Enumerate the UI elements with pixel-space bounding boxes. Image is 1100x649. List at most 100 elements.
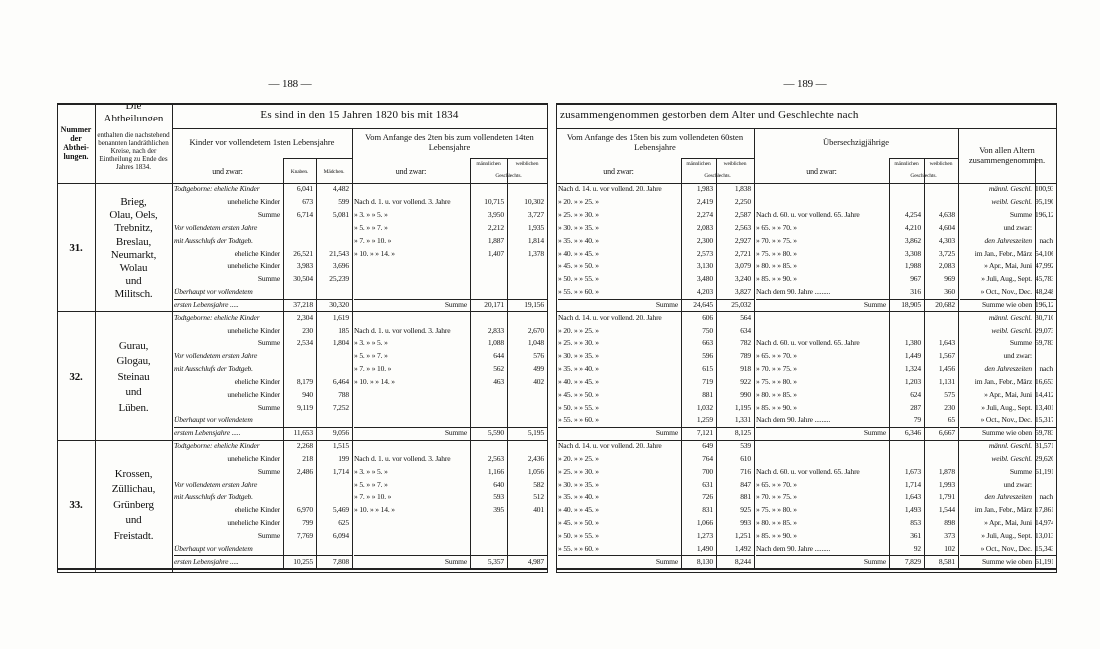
- cell-value: 764: [702, 453, 713, 463]
- rule: [354, 426, 547, 428]
- cell-value: 185: [338, 325, 349, 335]
- cell-value: 7,829: [904, 556, 921, 566]
- row-label: und zwar:: [1003, 351, 1032, 361]
- cell-value: 401: [533, 505, 544, 515]
- district: Olau, Oels,: [109, 209, 158, 222]
- cell-value: 853: [910, 518, 921, 528]
- rule: [958, 128, 959, 568]
- row-label: » 30. » » 35. »: [558, 479, 599, 489]
- cell-value: 2,833: [487, 325, 504, 335]
- rule: [756, 298, 958, 300]
- cell-value: 13,013: [1035, 530, 1053, 540]
- row-label: eheliche Kinder: [234, 248, 280, 258]
- cell-value: 26,521: [293, 248, 313, 258]
- row-label: » 65. » » 70. »: [756, 479, 797, 489]
- row-label: » 5. » » 7. »: [354, 479, 388, 489]
- cell-value: 1,166: [487, 466, 504, 476]
- row-label: weibl. Geschl.: [991, 325, 1032, 335]
- column-subheader: männlichen: [686, 161, 711, 167]
- cell-value: 218: [302, 453, 313, 463]
- cell-value: 918: [740, 364, 751, 374]
- row-label: im Jan., Febr., März: [974, 376, 1032, 386]
- row-label: Summe: [444, 428, 467, 438]
- rule: [556, 103, 557, 573]
- column-header: Übersechzigjährige: [822, 137, 890, 148]
- cell-value: 54,106: [1035, 248, 1053, 258]
- rule: [889, 158, 890, 568]
- cell-value: 92: [913, 543, 921, 553]
- cell-value: 1,983: [696, 184, 713, 194]
- cell-value: 663: [702, 338, 713, 348]
- cell-value: 564: [740, 312, 751, 322]
- rule: [174, 298, 352, 300]
- row-label: » 20. » » 25. »: [558, 325, 599, 335]
- row-label: Summe: [257, 338, 280, 348]
- rule: [352, 128, 353, 568]
- cell-value: 25,239: [329, 274, 349, 284]
- row-label: » 5. » » 7. »: [354, 351, 388, 361]
- cell-value: 8,125: [734, 428, 751, 438]
- district: Trebnitz,: [114, 222, 153, 235]
- row-label: » 55. » » 60. »: [558, 415, 599, 425]
- row-label: » 3. » » 5. »: [354, 338, 388, 348]
- cell-value: 599: [338, 197, 349, 207]
- cell-value: 230: [944, 402, 955, 412]
- cell-value: 59,783: [1035, 428, 1053, 438]
- cell-value: 4,482: [332, 184, 349, 194]
- row-label: » 40. » » 45. »: [558, 248, 599, 258]
- row-label: Summe: [863, 299, 886, 309]
- cell-value: 3,130: [696, 261, 713, 271]
- cell-value: nach: [1039, 235, 1053, 245]
- row-label: Summe wie oben: [982, 299, 1032, 309]
- cell-value: 8,581: [938, 556, 955, 566]
- cell-value: 45,783: [1035, 274, 1053, 284]
- rule: [960, 555, 1056, 556]
- cell-value: 700: [702, 466, 713, 476]
- cell-value: 789: [740, 351, 751, 361]
- cell-value: 1,131: [938, 376, 955, 386]
- row-label: Summe: [444, 556, 467, 566]
- district: Militsch.: [114, 288, 153, 301]
- cell-value: 29,620: [1035, 453, 1053, 463]
- row-label: » 80. » » 85. »: [756, 389, 797, 399]
- cell-value: 30,504: [293, 274, 313, 284]
- cell-value: 1,988: [904, 261, 921, 271]
- cell-value: 1,490: [696, 543, 713, 553]
- cell-value: 21,543: [329, 248, 349, 258]
- column-subheader: Geschlechts.: [495, 173, 522, 179]
- district: Breslau,: [115, 235, 152, 248]
- cell-value: 2,083: [938, 261, 955, 271]
- cell-value: 196,129: [1035, 299, 1053, 309]
- row-label: uneheliche Kinder: [227, 197, 280, 207]
- rule: [1056, 103, 1057, 573]
- cell-value: 782: [740, 338, 751, 348]
- cell-value: 1,259: [696, 415, 713, 425]
- cell-value: 61,191: [1035, 556, 1053, 566]
- row-label: Überhaupt vor vollendetem: [174, 415, 253, 425]
- cell-value: 847: [740, 479, 751, 489]
- table-title: Es sind in den 15 Jahren 1820 bis mit 18…: [260, 109, 459, 122]
- cell-value: 925: [740, 505, 751, 515]
- cell-value: 2,534: [296, 338, 313, 348]
- row-label: » Oct., Nov., Dec.: [980, 415, 1032, 425]
- row-label: Nach d. 1. u. vor vollend. 3. Jahre: [354, 197, 451, 207]
- row-label: Nach d. 1. u. vor vollend. 3. Jahre: [354, 325, 451, 335]
- cell-value: 402: [533, 376, 544, 386]
- row-label: » 80. » » 85. »: [756, 261, 797, 271]
- row-label: » 3. » » 5. »: [354, 466, 388, 476]
- section-number: 31.: [69, 242, 83, 255]
- section-number: 32.: [69, 370, 83, 383]
- cell-value: nach: [1039, 364, 1053, 374]
- row-label: » 30. » » 35. »: [558, 351, 599, 361]
- cell-value: 4,210: [904, 222, 921, 232]
- row-label: Summe: [257, 402, 280, 412]
- cell-value: 4,604: [938, 222, 955, 232]
- rule: [547, 103, 548, 573]
- page-number: — 188 —: [268, 78, 312, 90]
- rule: [57, 568, 548, 570]
- cell-value: 29,073: [1035, 325, 1053, 335]
- cell-value: nach: [1039, 492, 1053, 502]
- cell-value: 1,993: [938, 479, 955, 489]
- cell-value: 3,240: [734, 274, 751, 284]
